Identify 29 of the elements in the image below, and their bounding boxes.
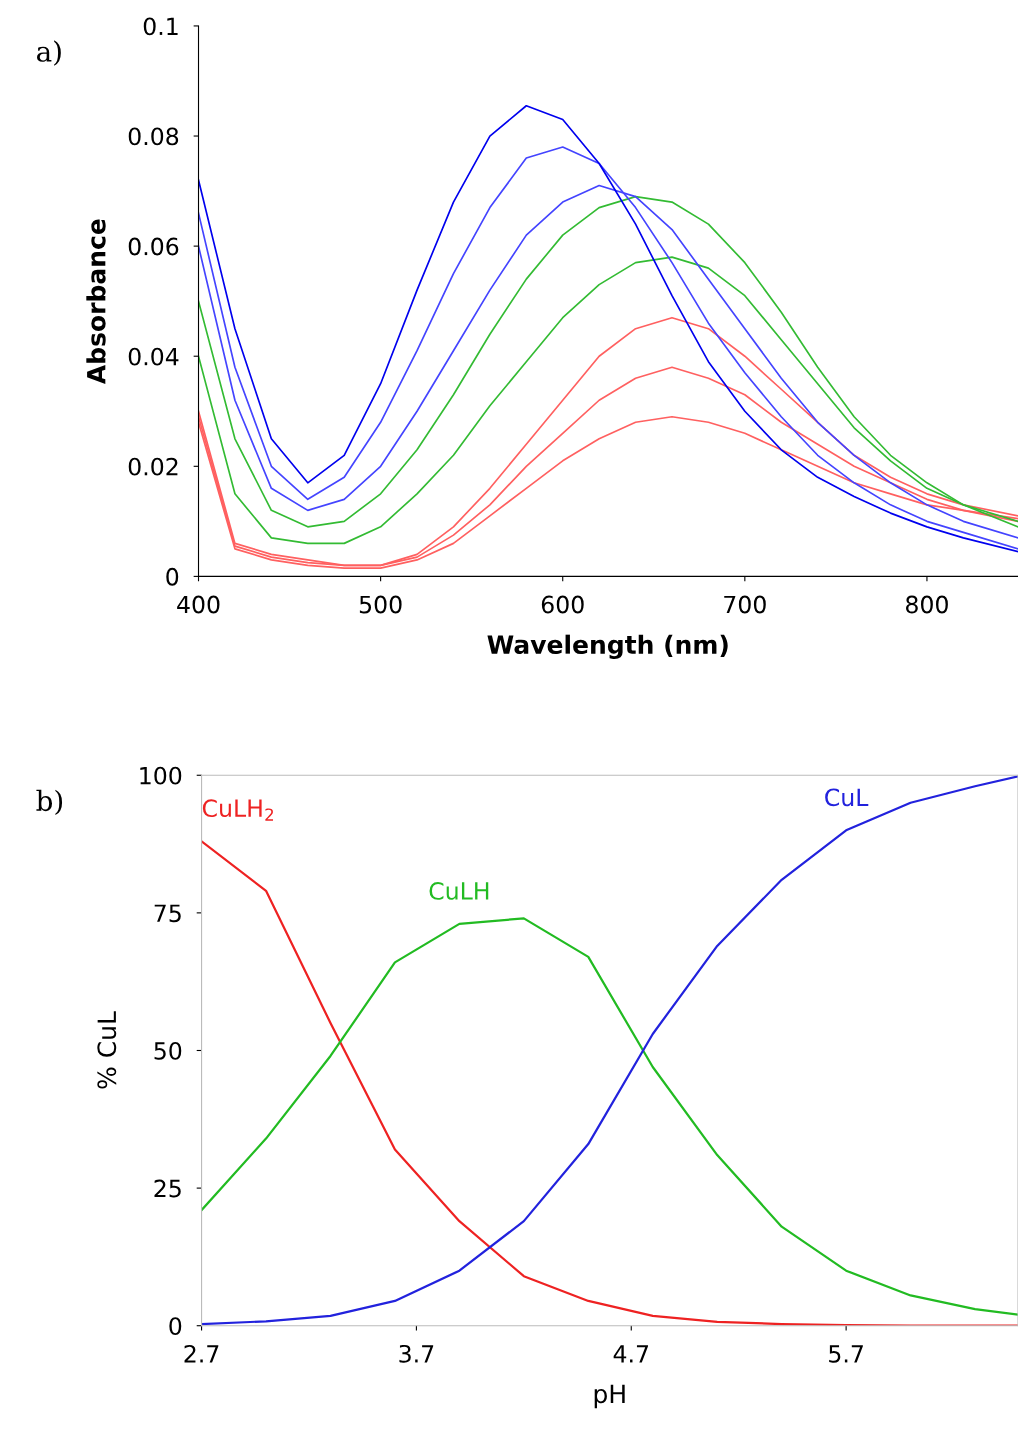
x-tick-label: 600	[541, 595, 584, 614]
y-tick-label: 50	[154, 1041, 182, 1060]
series-label: CuLH$_{2}$	[202, 799, 274, 821]
x-tick-label: 4.7	[613, 1345, 649, 1363]
x-tick-label: 3.7	[399, 1344, 434, 1363]
x-tick-label: 700	[724, 595, 766, 614]
x-tick-label: 400	[177, 595, 220, 614]
y-tick-label: 0.08	[128, 127, 179, 146]
y-tick-label: 0.1	[143, 17, 178, 36]
x-tick-label: 2.7	[184, 1344, 219, 1363]
y-tick-label: 100	[140, 766, 182, 785]
series-label: CuLH	[429, 882, 489, 900]
y-tick-label: 75	[154, 904, 181, 923]
series-label: CuL	[825, 788, 869, 807]
x-tick-label: 5.7	[829, 1345, 863, 1363]
y-tick-label: 0	[169, 1317, 182, 1336]
y-tick-label: 0.04	[128, 347, 179, 366]
y-tick-label: 0.02	[128, 457, 178, 476]
text: b)	[36, 789, 63, 816]
x-axis-title: Wavelength (nm)	[487, 634, 728, 660]
y-axis-title: % CuL	[97, 1011, 117, 1089]
y-axis-title: Absorbance	[86, 219, 106, 385]
text: a)	[37, 40, 61, 66]
x-tick-label: 800	[906, 595, 948, 614]
x-tick-label: 500	[359, 595, 402, 614]
y-tick-label: 0.06	[128, 237, 179, 256]
x-axis-title: pH	[594, 1384, 625, 1409]
y-tick-label: 0	[166, 567, 179, 586]
y-tick-label: 25	[154, 1179, 181, 1198]
